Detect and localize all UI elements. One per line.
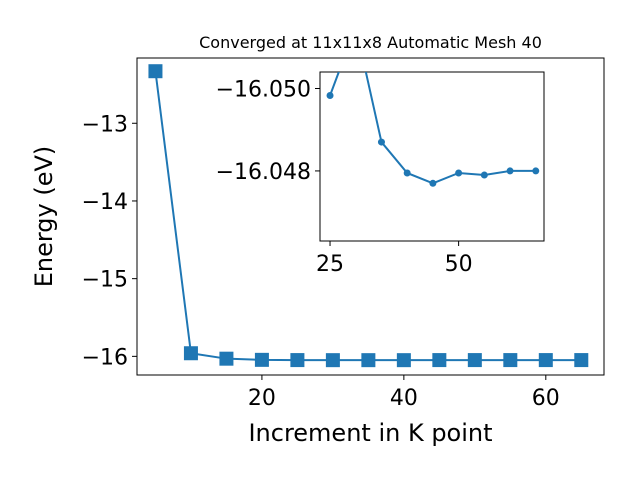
y-tick-label: −16.048: [216, 160, 311, 185]
marker: [361, 353, 376, 368]
y-tick-label: −13: [82, 112, 128, 137]
marker: [532, 167, 540, 175]
marker: [429, 179, 437, 187]
marker: [148, 64, 163, 79]
marker: [377, 138, 385, 146]
plot-group: [148, 64, 589, 368]
marker: [538, 353, 553, 368]
x-tick-label: 20: [248, 386, 276, 411]
marker: [503, 353, 518, 368]
marker: [352, 23, 359, 30]
marker: [467, 353, 482, 368]
marker: [326, 91, 334, 99]
x-tick-label: 40: [390, 386, 418, 411]
x-tick-label: 50: [445, 252, 473, 277]
x-tick-label: 60: [532, 386, 560, 411]
marker: [254, 352, 269, 367]
marker: [506, 167, 514, 175]
marker: [403, 169, 411, 177]
marker: [480, 171, 488, 179]
marker: [219, 351, 234, 366]
y-tick-label: −16: [82, 345, 128, 370]
x-axis-label: Increment in K point: [248, 419, 492, 447]
marker: [574, 353, 589, 368]
y-tick-label: −15: [82, 268, 128, 293]
marker: [290, 353, 305, 368]
marker: [396, 353, 411, 368]
marker: [325, 353, 340, 368]
y-axis-label: Energy (eV): [30, 146, 58, 288]
chart-title: Converged at 11x11x8 Automatic Mesh 40: [199, 33, 542, 52]
marker: [432, 353, 447, 368]
plot-group: [326, 23, 540, 187]
plot-area: [319, 71, 545, 242]
y-tick-label: −16.050: [216, 77, 311, 102]
marker: [455, 169, 463, 177]
marker: [183, 346, 198, 361]
y-tick-label: −14: [82, 190, 128, 215]
x-tick-label: 25: [316, 252, 344, 277]
